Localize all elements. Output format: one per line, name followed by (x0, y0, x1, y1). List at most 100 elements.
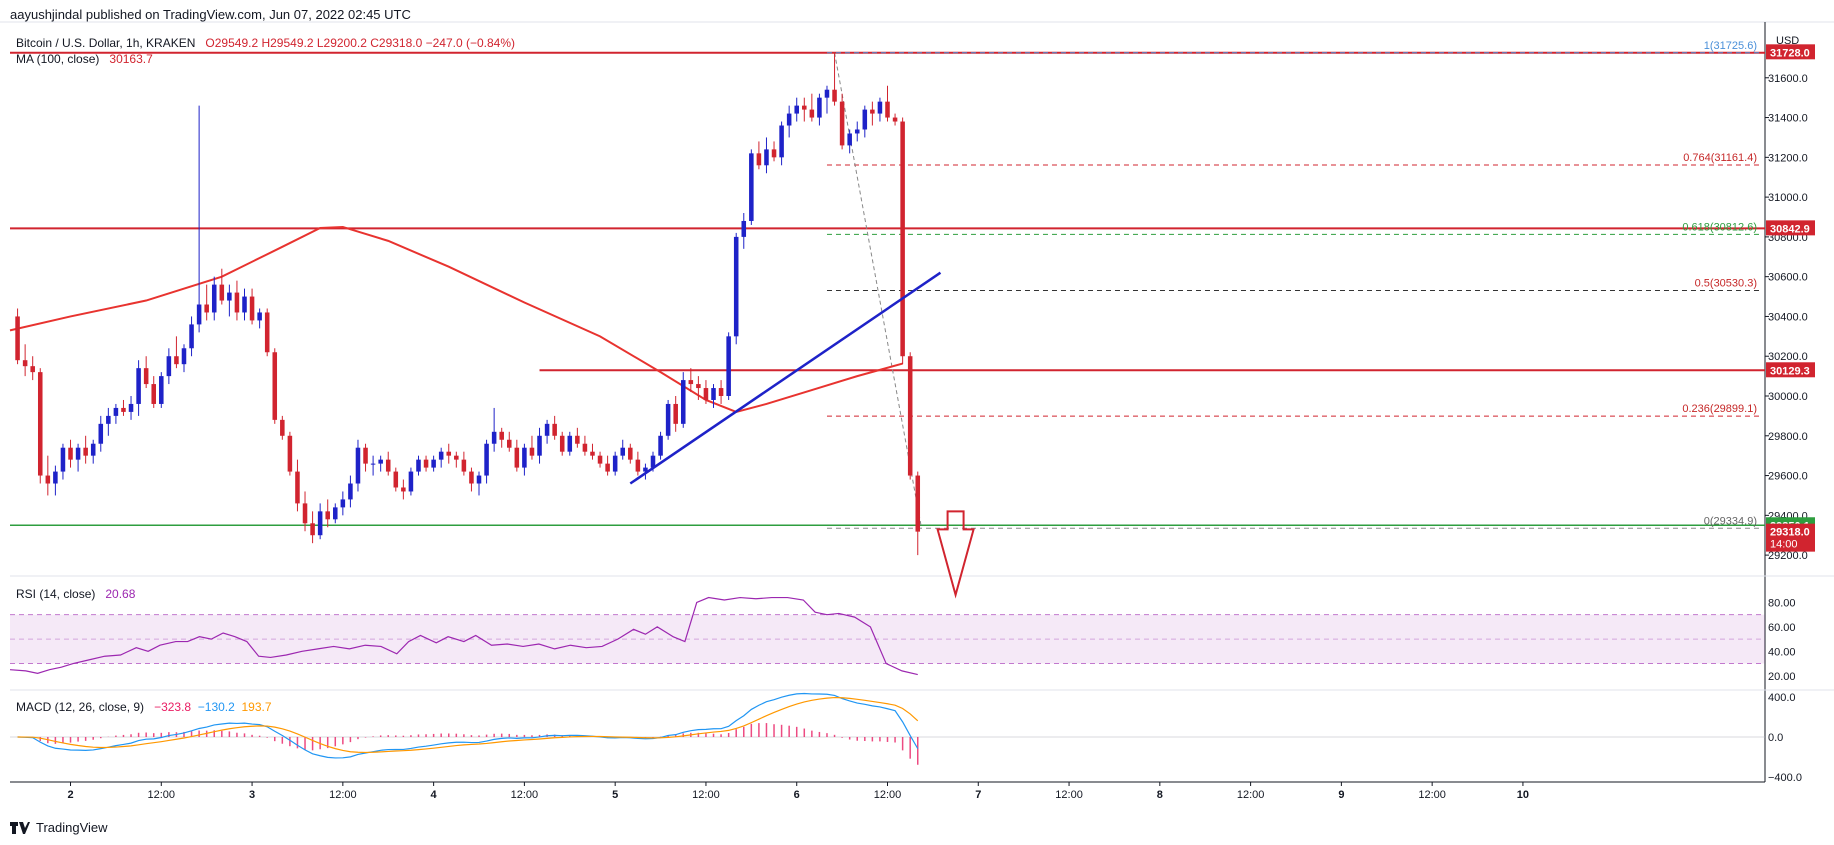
candle-body (189, 324, 194, 349)
candle (680, 372, 686, 428)
time-tick-label: 2 (67, 789, 73, 801)
candle-body (575, 435, 580, 444)
rsi-label: RSI (14, close) (16, 587, 96, 601)
candle-body (870, 109, 875, 114)
candle-body (363, 447, 368, 464)
candle (703, 380, 709, 404)
candle-body (847, 133, 852, 146)
candle-body (355, 447, 361, 484)
tradingview-logo-icon (10, 821, 30, 834)
candle (786, 105, 792, 138)
candle-body (650, 455, 656, 468)
candle-body (469, 471, 474, 484)
time-tick-label: 8 (1157, 789, 1163, 801)
candle-body (544, 423, 550, 436)
candle-body (643, 467, 648, 472)
candle-body (257, 312, 262, 321)
candle (771, 141, 777, 162)
candle (696, 376, 701, 400)
candle-body (862, 109, 868, 130)
candle (870, 101, 875, 126)
candle-body (310, 523, 315, 536)
candle (219, 268, 225, 305)
candle (333, 503, 338, 524)
candle (582, 435, 588, 456)
candle-body (491, 431, 497, 444)
price-badge-label: 30129.3 (1770, 365, 1810, 377)
candle (597, 451, 603, 468)
candle (325, 499, 330, 528)
candle (30, 356, 35, 381)
ma-label: MA (100, close) (16, 52, 100, 66)
fib-level-label: 0.618(30812.6) (1682, 221, 1757, 233)
candle (484, 439, 489, 484)
candle (718, 380, 724, 404)
candle (423, 455, 429, 472)
ma-value: 30163.7 (109, 52, 153, 66)
candle-body (680, 380, 686, 424)
candle (151, 376, 156, 408)
candle-body (15, 316, 20, 361)
candle (749, 149, 754, 225)
candle (575, 427, 580, 448)
candle-body (885, 101, 890, 118)
candle-body (166, 356, 172, 377)
time-tick-label: 12:00 (1055, 789, 1083, 801)
candle-body (506, 439, 512, 448)
candle-body (242, 296, 247, 313)
candle (257, 308, 262, 329)
candle (522, 443, 527, 476)
candle (832, 52, 837, 106)
candle (348, 475, 353, 508)
rsi-value: 20.68 (105, 587, 136, 601)
brand-name[interactable]: TradingView (36, 820, 108, 835)
candle (302, 491, 308, 532)
candle-body (83, 447, 88, 456)
candle-body (900, 121, 905, 357)
candle (892, 113, 898, 126)
candle (688, 368, 694, 393)
down-arrow-icon (936, 510, 975, 599)
candle (741, 213, 747, 249)
price-tick-label: 29200.0 (1768, 550, 1808, 562)
candle-body (559, 435, 565, 452)
rsi-tick-label: 60.00 (1768, 622, 1796, 634)
candle-body (529, 447, 535, 456)
candle-body (393, 471, 399, 488)
candle-body (121, 407, 126, 412)
candle (559, 431, 565, 456)
candle-body (431, 459, 436, 468)
candle (189, 316, 194, 357)
candle (628, 443, 633, 464)
candle (211, 276, 217, 321)
candle (45, 455, 51, 496)
candle-body (348, 483, 353, 500)
candle (779, 121, 784, 166)
candle-body (749, 153, 754, 221)
time-tick-label: 3 (249, 789, 255, 801)
time-tick-label: 12:00 (329, 789, 357, 801)
candle (839, 93, 845, 150)
candle-body (628, 447, 633, 460)
price-tick-label: 31000.0 (1768, 192, 1808, 204)
candle (733, 232, 739, 345)
price-tick-label: 29600.0 (1768, 471, 1808, 483)
price-tick-label: 30400.0 (1768, 311, 1808, 323)
candle (885, 85, 890, 122)
candle-body (499, 431, 504, 440)
price-badge: 30842.9 (1766, 220, 1815, 236)
candle-body (665, 403, 671, 436)
candle (121, 399, 126, 416)
candle (242, 288, 247, 321)
candle (83, 435, 88, 464)
candle (136, 360, 141, 416)
candle (204, 284, 209, 321)
ma-100-line (9, 225, 903, 413)
candle-body (718, 388, 724, 396)
price-badge-bg (1766, 44, 1815, 60)
candle-body (219, 284, 225, 301)
fib-level-label: 0.236(29899.1) (1682, 403, 1757, 415)
candle-body (726, 336, 731, 396)
candle-body (30, 366, 35, 373)
